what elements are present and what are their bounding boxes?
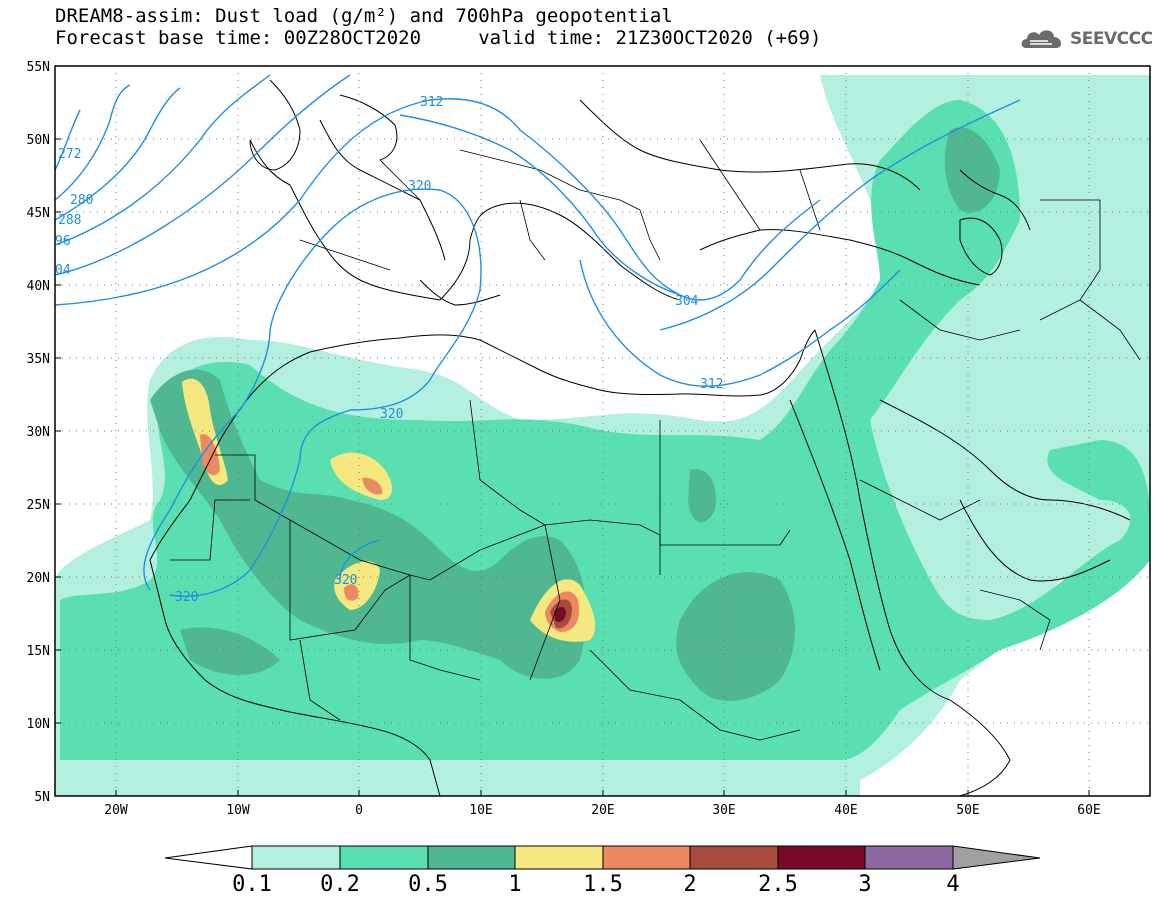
colorbar-tick-label: 2 [683, 872, 697, 897]
colorbar-tick-label: 1 [508, 872, 522, 897]
contour-labels: 272 280 288 96 04 312 320 304 312 320 32… [55, 95, 723, 605]
colorbar-tick-label: 0.2 [320, 872, 360, 897]
contour-label: 320 [175, 590, 198, 605]
colorbar-lower-arrow [164, 845, 253, 870]
lon-label: 0 [355, 803, 363, 818]
colorbar-tick-label: 0.1 [232, 872, 272, 897]
lat-label: 15N [27, 644, 50, 659]
contour-label: 272 [58, 147, 81, 162]
contour-label: 320 [334, 573, 357, 588]
lon-label: 10E [469, 803, 492, 818]
lon-label: 50E [956, 803, 979, 818]
colorbar-swatch [339, 845, 429, 870]
lat-label: 35N [27, 352, 50, 367]
map-body: 272 280 288 96 04 312 320 304 312 320 32… [55, 66, 1150, 796]
colorbar-swatch [602, 845, 691, 870]
logo: SEEVCCC [1018, 24, 1158, 56]
longitude-labels: 20W 10W 0 10E 20E 30E 40E 50E 60E [104, 803, 1100, 818]
dust-field [55, 75, 1150, 796]
colorbar-tick-label: 2.5 [758, 872, 798, 897]
contour-label: 312 [420, 95, 443, 110]
contour-label: 320 [380, 407, 403, 422]
logo-text: SEEVCCC [1070, 29, 1153, 49]
lon-label: 20W [104, 803, 128, 818]
lon-label: 60E [1077, 803, 1100, 818]
colorbar [164, 845, 1041, 870]
lat-label: 40N [27, 279, 50, 294]
lat-label: 55N [27, 60, 50, 75]
contour-label: 320 [408, 179, 431, 194]
cloud-logo-icon [1021, 30, 1062, 48]
title-line-2: Forecast base time: 00Z28OCT2020 valid t… [55, 27, 822, 49]
colorbar-swatch [514, 845, 604, 870]
colorbar-upper-arrow [952, 845, 1041, 870]
lat-label: 5N [34, 790, 50, 805]
coastlines [149, 79, 1131, 796]
contour-label: 312 [700, 377, 723, 392]
colorbar-swatch [689, 845, 779, 870]
colorbar-tick-label: 0.5 [408, 872, 448, 897]
colorbar-tick-label: 1.5 [583, 872, 623, 897]
contour-label: 96 [55, 234, 71, 249]
lon-label: 30E [712, 803, 735, 818]
lat-label: 30N [27, 425, 50, 440]
colorbar-swatch [251, 845, 341, 870]
graticule [55, 66, 1150, 796]
lon-label: 20E [591, 803, 614, 818]
contour-label: 288 [58, 213, 81, 228]
colorbar-swatch [777, 845, 866, 870]
contour-label: 280 [70, 193, 93, 208]
contour-label: 04 [55, 263, 71, 278]
lon-label: 10W [226, 803, 250, 818]
axis-ticks [55, 65, 1090, 797]
contour-label: 304 [675, 294, 699, 309]
lat-label: 45N [27, 206, 50, 221]
colorbar-swatch [864, 845, 954, 870]
colorbar-tick-label: 4 [946, 872, 960, 897]
geopotential-contours [55, 74, 1021, 597]
colorbar-swatch [427, 845, 516, 870]
title-line-1: DREAM8-assim: Dust load (g/m²) and 700hP… [55, 5, 673, 27]
lat-label: 50N [27, 133, 50, 148]
borders [170, 139, 1141, 741]
colorbar-tick-label: 3 [858, 872, 872, 897]
latitude-labels: 55N 50N 45N 40N 35N 30N 25N 20N 15N 10N … [27, 60, 50, 805]
lat-label: 10N [27, 717, 50, 732]
lat-label: 25N [27, 498, 50, 513]
lat-label: 20N [27, 571, 50, 586]
lon-label: 40E [834, 803, 857, 818]
